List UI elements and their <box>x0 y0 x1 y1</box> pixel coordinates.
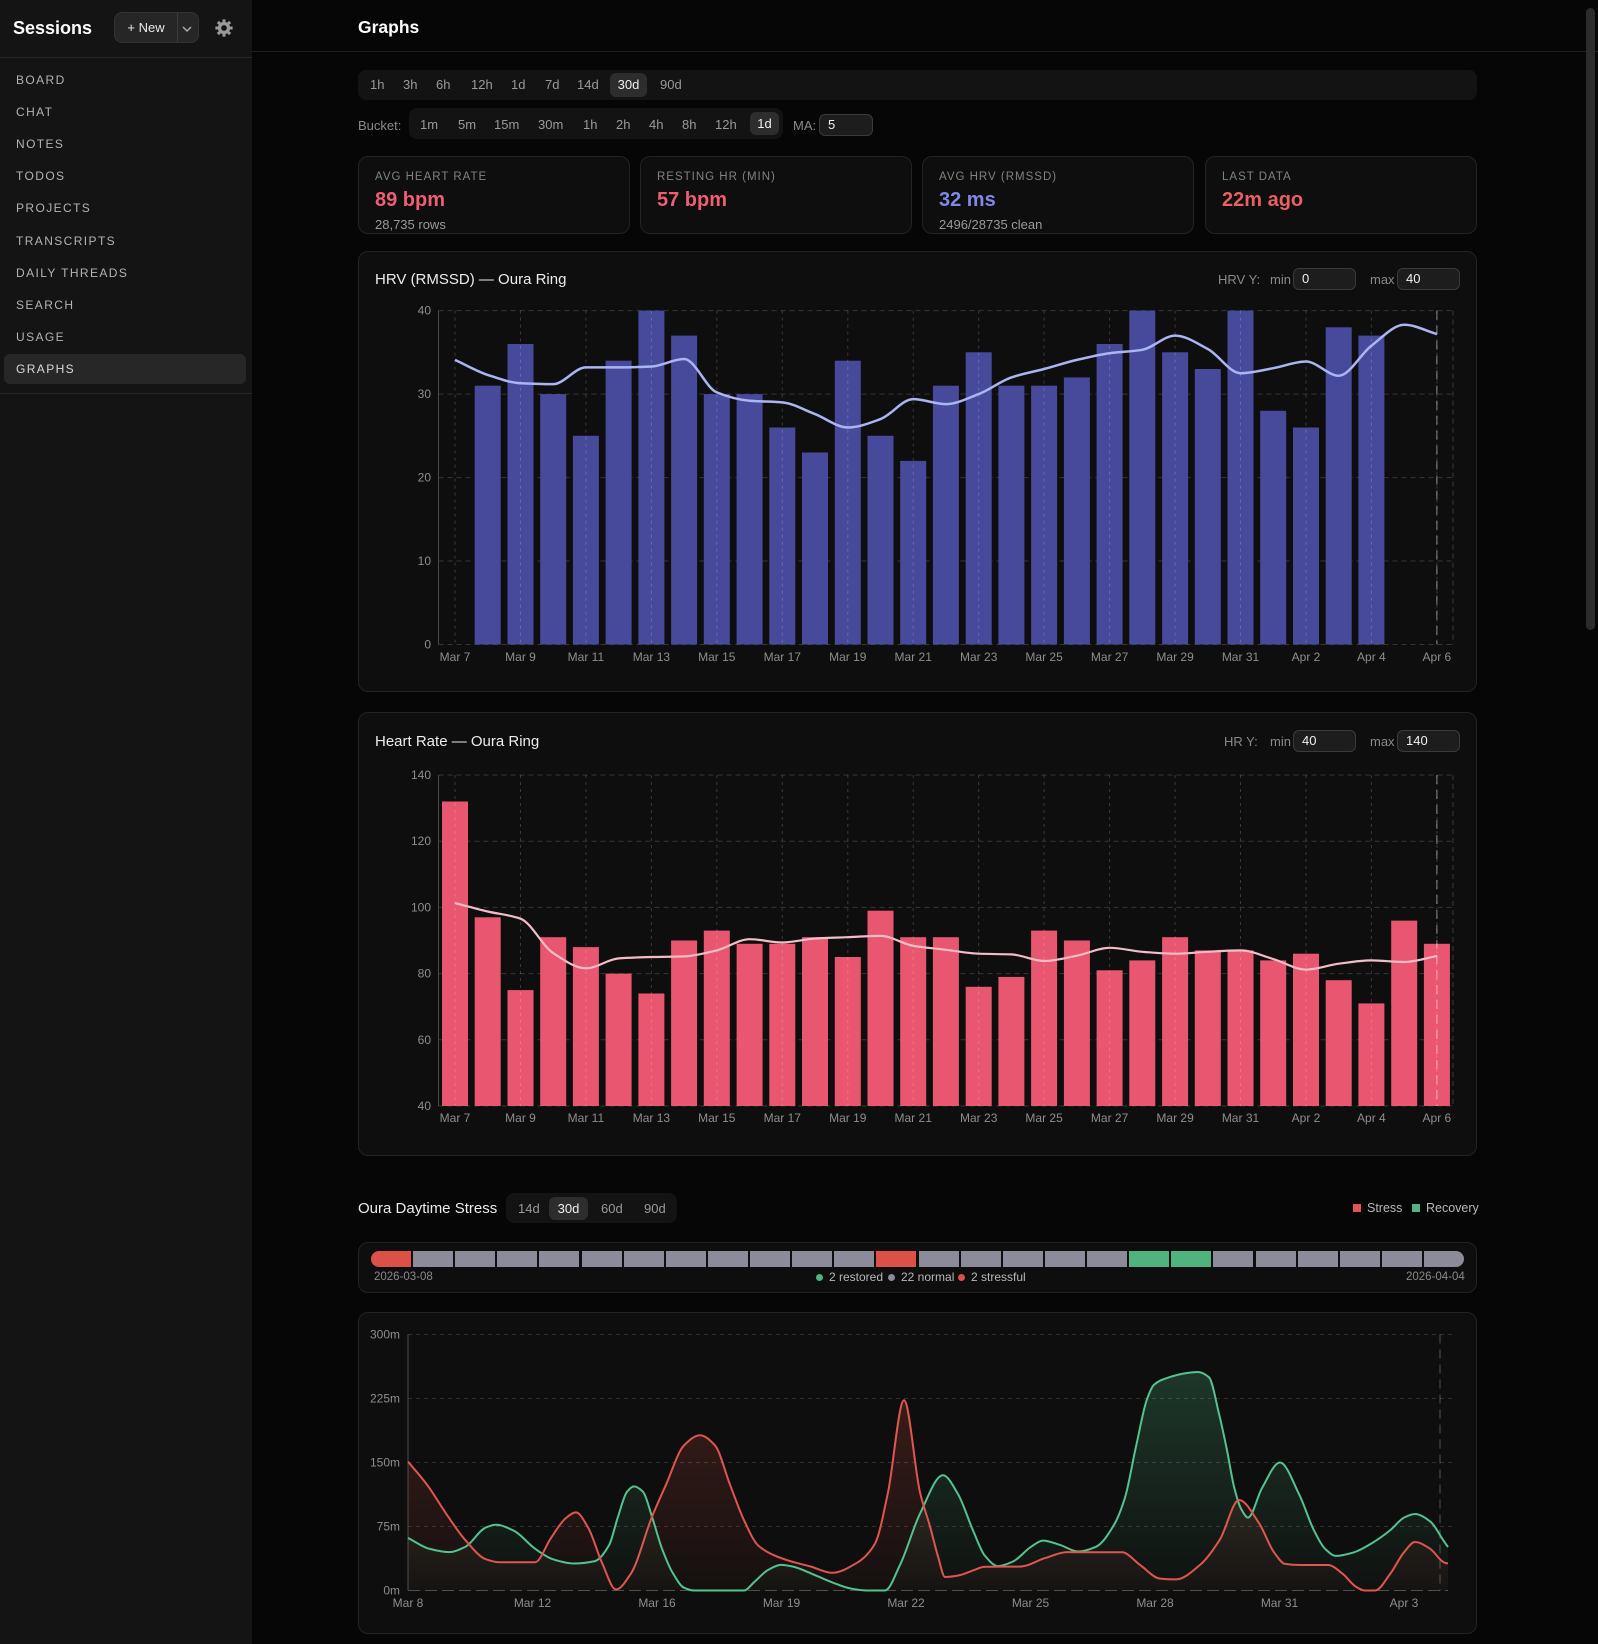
svg-text:Mar 12: Mar 12 <box>514 1596 552 1610</box>
svg-text:Mar 25: Mar 25 <box>1025 650 1063 664</box>
svg-text:Mar 15: Mar 15 <box>698 650 736 664</box>
svg-text:Mar 9: Mar 9 <box>505 650 536 664</box>
svg-text:Mar 8: Mar 8 <box>393 1596 424 1610</box>
svg-text:Mar 27: Mar 27 <box>1091 1111 1129 1125</box>
svg-text:Mar 9: Mar 9 <box>505 1111 536 1125</box>
svg-text:Apr 6: Apr 6 <box>1423 1111 1452 1125</box>
svg-text:Mar 23: Mar 23 <box>960 1111 998 1125</box>
svg-text:Mar 11: Mar 11 <box>568 650 605 664</box>
svg-text:Mar 13: Mar 13 <box>633 650 671 664</box>
svg-text:Mar 19: Mar 19 <box>829 650 867 664</box>
svg-text:Mar 29: Mar 29 <box>1156 650 1194 664</box>
svg-text:140: 140 <box>411 768 431 782</box>
svg-text:75m: 75m <box>377 1520 400 1534</box>
svg-text:40: 40 <box>418 304 432 318</box>
svg-text:Mar 7: Mar 7 <box>440 1111 471 1125</box>
svg-text:Mar 21: Mar 21 <box>895 1111 933 1125</box>
svg-text:Mar 29: Mar 29 <box>1156 1111 1194 1125</box>
svg-text:60: 60 <box>418 1033 432 1047</box>
svg-text:Mar 17: Mar 17 <box>764 1111 802 1125</box>
svg-text:Mar 22: Mar 22 <box>887 1596 925 1610</box>
svg-text:40: 40 <box>418 1099 432 1113</box>
svg-text:0m: 0m <box>383 1584 400 1598</box>
svg-text:Mar 21: Mar 21 <box>895 650 933 664</box>
svg-text:Mar 27: Mar 27 <box>1091 650 1129 664</box>
svg-text:Mar 7: Mar 7 <box>440 650 471 664</box>
svg-text:Mar 13: Mar 13 <box>633 1111 671 1125</box>
svg-text:Mar 25: Mar 25 <box>1012 1596 1050 1610</box>
svg-text:Mar 11: Mar 11 <box>568 1111 605 1125</box>
svg-text:225m: 225m <box>370 1392 400 1406</box>
svg-text:Apr 3: Apr 3 <box>1390 1596 1419 1610</box>
svg-text:120: 120 <box>411 834 431 848</box>
svg-text:Mar 17: Mar 17 <box>764 650 802 664</box>
svg-text:100: 100 <box>411 900 431 914</box>
svg-text:Mar 25: Mar 25 <box>1025 1111 1063 1125</box>
svg-text:0: 0 <box>424 638 431 652</box>
svg-text:Apr 6: Apr 6 <box>1423 650 1452 664</box>
svg-text:Mar 19: Mar 19 <box>829 1111 867 1125</box>
svg-text:Mar 16: Mar 16 <box>638 1596 676 1610</box>
svg-text:Mar 19: Mar 19 <box>763 1596 801 1610</box>
svg-text:Apr 2: Apr 2 <box>1292 1111 1321 1125</box>
svg-text:Mar 23: Mar 23 <box>960 650 998 664</box>
svg-text:150m: 150m <box>370 1456 400 1470</box>
svg-text:10: 10 <box>418 554 432 568</box>
svg-text:Mar 15: Mar 15 <box>698 1111 736 1125</box>
svg-text:300m: 300m <box>370 1328 400 1342</box>
svg-text:80: 80 <box>418 967 432 981</box>
svg-text:Apr 4: Apr 4 <box>1357 650 1386 664</box>
svg-text:Apr 4: Apr 4 <box>1357 1111 1386 1125</box>
svg-text:Mar 31: Mar 31 <box>1222 1111 1260 1125</box>
svg-text:Apr 2: Apr 2 <box>1292 650 1321 664</box>
svg-text:Mar 31: Mar 31 <box>1222 650 1260 664</box>
svg-text:Mar 31: Mar 31 <box>1261 1596 1299 1610</box>
svg-text:Mar 28: Mar 28 <box>1136 1596 1174 1610</box>
svg-text:30: 30 <box>418 387 432 401</box>
svg-text:20: 20 <box>418 471 432 485</box>
